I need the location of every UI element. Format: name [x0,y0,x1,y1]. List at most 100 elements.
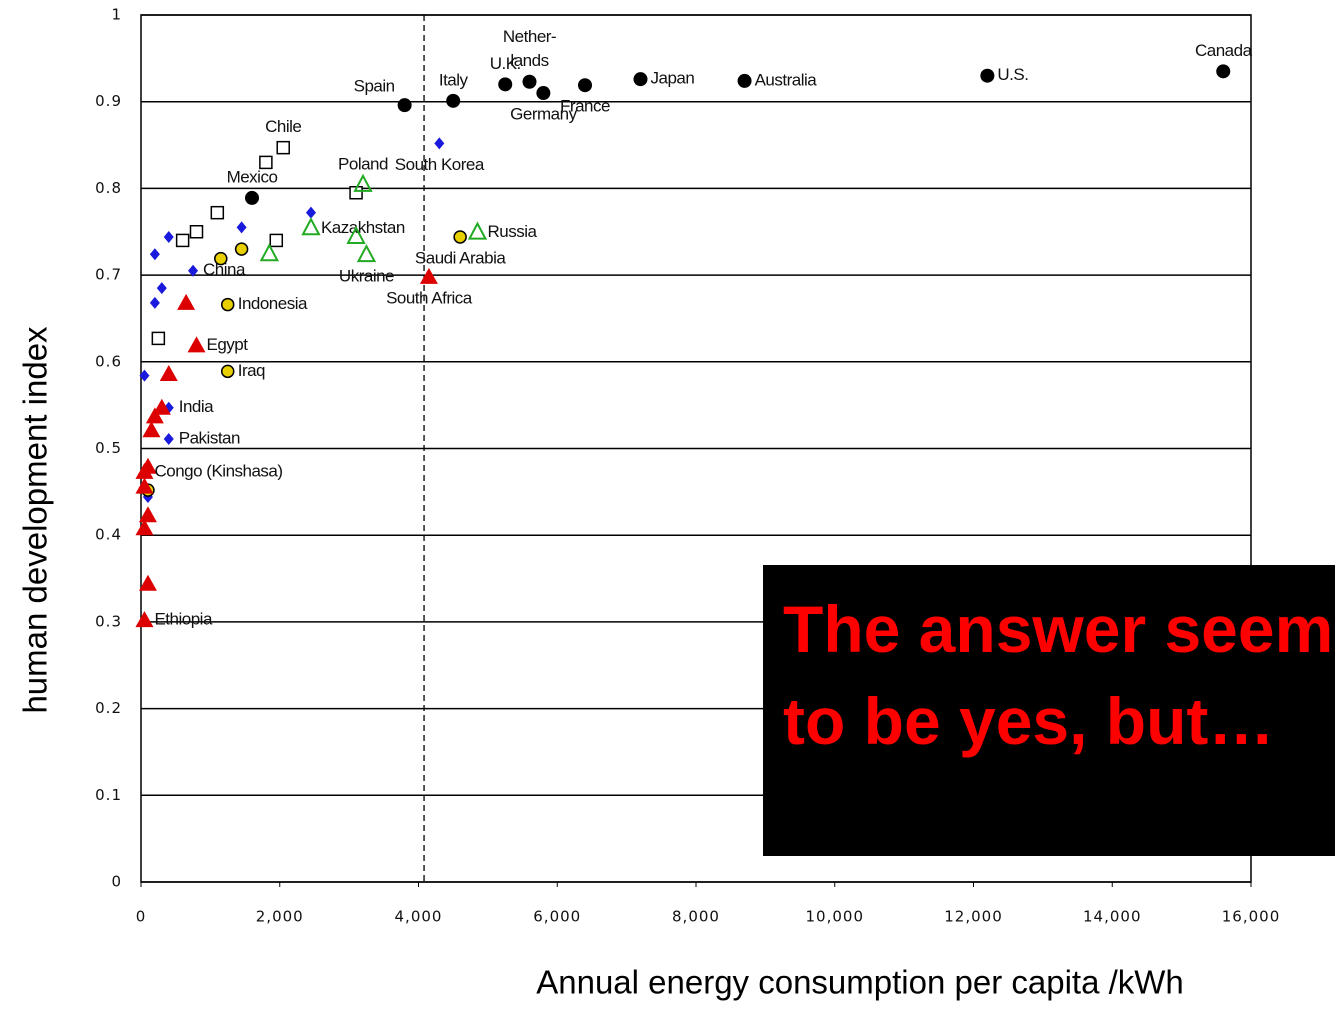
point [276,140,290,155]
x-tick-label: 16,000 [1222,908,1281,926]
x-tick-label: 2,000 [256,908,304,926]
point-label: Kazakhstan [321,218,405,237]
point-label: South Korea [395,155,485,174]
point-label: Spain [354,77,395,96]
point-label: Canada [1195,41,1253,60]
point [980,68,995,83]
y-tick-label: 0.1 [95,786,122,804]
point-label: Saudi Arabia [415,248,506,267]
point-label: Germany [510,105,577,124]
point [578,78,592,93]
point [139,369,150,382]
y-tick-label: 0.5 [95,439,122,457]
y-axis-label: human development index [17,326,54,714]
x-tick-label: 4,000 [395,908,443,926]
y-tick-label: 1 [111,6,122,24]
y-tick-label: 0.3 [95,612,122,630]
x-tick-label: 14,000 [1083,908,1142,926]
point-label: Ukraine [339,267,394,286]
point-label: U.K. [490,54,521,73]
point [135,462,154,479]
y-tick-label: 0.8 [95,179,122,197]
point-label: Indonesia [238,294,308,313]
point [419,267,438,284]
point [159,364,178,381]
point [142,421,161,438]
point [177,293,196,310]
point-label: France [560,97,610,116]
point [522,74,537,89]
point [135,519,154,536]
point [498,77,513,92]
point [269,233,284,248]
y-tick-label: 0.4 [95,526,122,544]
x-tick-label: 12,000 [944,908,1003,926]
point [446,93,461,108]
point-label: Russia [487,222,537,241]
point [305,206,316,219]
point [259,243,280,262]
point [187,336,206,353]
point [138,506,157,523]
point [220,297,235,312]
point [346,225,366,244]
point [301,217,321,236]
x-tick-label: 8,000 [672,908,720,926]
point-label: Iraq [238,361,265,380]
point [1216,64,1231,79]
point [236,221,247,234]
y-tick-label: 0.6 [95,352,122,370]
point [145,407,164,424]
point [453,230,467,244]
point [349,185,363,200]
point [397,98,412,113]
point [214,251,228,266]
point [135,611,154,628]
annotation-box: The answer seems to be yes, but… [763,565,1335,856]
point [210,205,225,220]
point [220,364,235,379]
x-tick-label: 0 [136,908,147,926]
point [135,477,154,494]
point [175,233,190,248]
point [151,331,166,346]
point-label: Australia [755,70,818,89]
point [163,432,174,445]
point-label: China [203,260,246,279]
point-label: U.S. [997,65,1028,84]
plot-frame [140,14,1252,883]
point [189,225,204,239]
point [188,264,199,277]
x-axis-label: Annual energy consumption per capita /kW… [536,964,1184,1001]
point-label: Nether-lands [503,27,556,70]
point-label: India [179,397,214,416]
point [149,248,160,261]
point-label: Congo (Kinshasa) [154,461,282,480]
point [149,296,160,309]
x-tick-label: 10,000 [806,908,865,926]
point [259,155,273,170]
point-label: South Africa [386,288,473,307]
point [737,73,752,88]
point-label: Pakistan [179,428,240,447]
point [138,574,157,591]
y-tick-label: 0.2 [95,699,122,717]
point-label: Ethiopia [154,610,212,629]
point [234,242,249,256]
point-label: Italy [439,70,469,89]
point [156,282,167,295]
point [434,137,445,150]
annotation: The answer seems to be yes, but… [783,592,1335,758]
point [536,86,551,101]
point [356,244,377,263]
point-label: Japan [651,69,695,88]
point-label: Egypt [207,335,249,354]
point [353,173,373,192]
point [152,398,171,415]
y-tick-label: 0.7 [95,266,122,284]
point-label: Poland [338,154,388,173]
point [245,190,259,205]
point [163,230,174,243]
